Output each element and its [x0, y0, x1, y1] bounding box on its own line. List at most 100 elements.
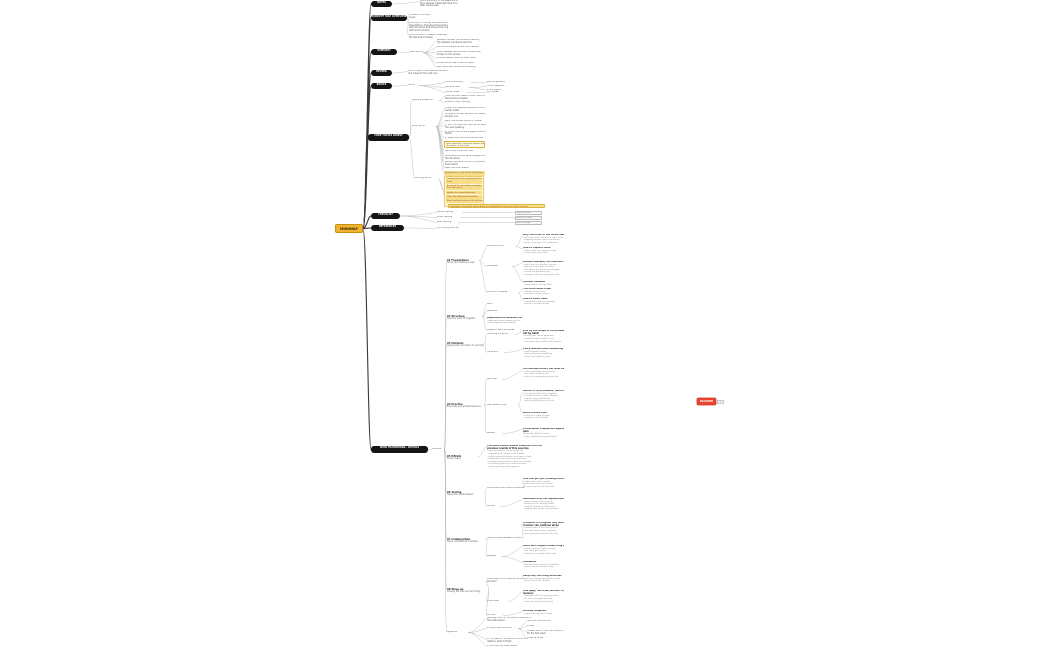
root-topic[interactable]: MINDMAP [335, 224, 363, 233]
sub-topic[interactable]: Relations [487, 310, 510, 313]
sub-topic[interactable]: Yellow blocks need a second pass [437, 62, 479, 65]
highlight-row[interactable]: Confirm the final wording with the team [446, 178, 482, 184]
sub-topic[interactable]: Collaboration, only the handoff rules for… [527, 630, 564, 635]
sub-topic[interactable]: 2. Check the numbers against source table… [445, 131, 486, 136]
sub-topic[interactable]: A. Quick-start shortlist [487, 627, 518, 630]
sub-topic[interactable]: Review [487, 432, 502, 435]
sub-topic[interactable]: Diagram, see the canvas [487, 329, 515, 332]
sub-topic[interactable]: Warm-up [487, 378, 502, 381]
main-branch-topic[interactable]: BASICS [371, 83, 392, 89]
main-branch-topic[interactable]: MAIN FRAMEWORK - DETAILS [371, 446, 428, 453]
sub-topic[interactable]: Parts [487, 303, 498, 306]
sub-topic[interactable]: After reading [437, 221, 458, 224]
label-line: - polishing details before the shape is … [487, 455, 532, 458]
sub-topic[interactable]: see the glossary [487, 81, 513, 84]
sub-topic[interactable]: Context of the topic scope [409, 14, 439, 19]
sub-topic[interactable]: Colored labels mark the open items [437, 57, 479, 60]
sub-topic[interactable]: Quick summary of the page and scope ofth… [420, 0, 458, 8]
sub-topic[interactable]: Definitions first [487, 245, 516, 248]
sub-topic[interactable]: in the legend [487, 89, 513, 92]
tag-note[interactable]: scan the titles [515, 211, 542, 215]
main-branch-topic[interactable]: REVIEW [371, 70, 392, 76]
sub-topic[interactable]: Reviews [487, 555, 502, 558]
sub-topic[interactable]: Sections one and two [527, 620, 559, 623]
main-branch-topic[interactable]: CORE TOPICS DIGEST [368, 134, 409, 141]
sub-topic[interactable]: Definitions repeat across the chapters [437, 46, 479, 49]
highlight-row[interactable]: Move resolved notes to the archive [446, 199, 483, 203]
main-branch-topic[interactable]: NOTES [371, 1, 392, 7]
tag-note[interactable]: mark the items [515, 216, 542, 220]
sub-topic[interactable]: Review the basic terms before reading the… [437, 39, 482, 44]
sub-topic[interactable]: What stays in the map and what is archive… [487, 578, 524, 583]
highlight-row[interactable]: Re-check the two failing examples from la… [446, 184, 482, 191]
sub-topic[interactable]: Common mistakes [487, 291, 518, 294]
sub-topic[interactable]: Examples [487, 265, 512, 268]
sub-topic[interactable]: Pending items [415, 177, 438, 180]
tag-note[interactable]: write a recap [515, 221, 542, 225]
section-topic[interactable]: 01 Foundations Terms and starting scope [447, 259, 479, 265]
sub-topic[interactable]: Short recap of the previous iteration and… [408, 70, 450, 75]
sub-topic[interactable]: 1. Sort the items by importance before th… [445, 124, 486, 129]
sub-topic[interactable]: by chapter [487, 91, 511, 94]
highlight-row[interactable]: Update the shared glossary [446, 191, 482, 195]
sub-topic[interactable]: Remaining items move to the yellow block … [445, 161, 486, 166]
sub-topic[interactable]: Collect the repeated patterns from the ea… [445, 107, 486, 112]
sub-topic[interactable]: Keep the order stable [445, 167, 483, 170]
sub-topic[interactable]: Links between sections are marked with ar… [437, 51, 482, 56]
section-topic[interactable]: 04 Practice Exercises and worked sessions [447, 403, 484, 409]
sub-topic[interactable]: Summary of the key definitions and assump… [409, 22, 448, 33]
sub-topic[interactable]: Pitfalls [527, 625, 542, 628]
sub-topic[interactable]: Compare the two variants and keep the sim… [445, 113, 486, 118]
sub-topic[interactable]: Reading order for the whole collection o… [487, 617, 536, 622]
sub-topic[interactable]: Red topics are blocked and waiting [437, 66, 479, 69]
sub-topic[interactable]: Scripts [487, 505, 500, 508]
sub-topic[interactable]: Mark the unclear parts for review [445, 120, 485, 123]
section-topic[interactable]: 06 Tooling Setup and small helpers [447, 491, 484, 497]
section-topic[interactable]: 07 Collaboration Roles, handoffs and revi… [447, 538, 486, 544]
main-branch-topic[interactable]: SUMMARY [371, 49, 397, 55]
sub-topic[interactable]: Secondary notes can wait [445, 150, 485, 153]
sub-topic[interactable]: on all diagrams [487, 85, 515, 88]
sub-topic[interactable]: Main points [410, 51, 423, 54]
sub-topic[interactable]: Appendix [447, 631, 468, 634]
sub-topic[interactable]: Duplicated entries were merged into the l… [445, 155, 486, 160]
sub-topic[interactable]: Sections [432, 448, 444, 451]
highlight-panel[interactable]: Confirm the final wording with the team Re… [444, 176, 484, 207]
highlight-note[interactable]: Highlighted: verify before publishing [444, 171, 485, 176]
sub-topic[interactable]: Main session plan [487, 404, 518, 407]
sub-topic[interactable]: Working list [412, 125, 436, 128]
floating-topic[interactable]: BLOCKED [697, 398, 716, 405]
collapsed-count-badge[interactable]: 2 [717, 399, 724, 404]
sub-topic[interactable]: Symbols used [445, 86, 469, 89]
sub-topic[interactable]: B. Full pass for the second month of the… [487, 638, 528, 643]
sub-topic[interactable]: Before reading [437, 211, 462, 214]
highlight-row[interactable]: Close the duplicated branches [446, 195, 482, 199]
sub-topic[interactable]: 3. Keep only the confirmed entries [445, 137, 485, 140]
main-branch-topic[interactable]: CONCEPT MAP OVERVIEW [371, 15, 407, 21]
sub-topic[interactable]: Choosing a method [487, 333, 515, 336]
section-topic[interactable]: 08 Wrap-up Closing the loop and archiving [447, 588, 488, 594]
sub-topic[interactable]: Core vocabulary [445, 81, 471, 84]
sub-topic[interactable]: Trade-offs [487, 351, 504, 354]
sub-topic[interactable]: Terms [408, 84, 419, 87]
sub-topic[interactable]: Source notes [445, 91, 467, 94]
section-topic[interactable]: 05 Pitfalls Known traps [447, 455, 478, 461]
sub-topic[interactable]: Final recap [487, 600, 508, 603]
highlight-banner[interactable]: Reminder: the whole yellow block is sche… [448, 204, 545, 208]
highlight-note[interactable]: Open question, needs an answer from the o… [444, 141, 485, 149]
sub-topic[interactable]: Wrap-up recap [527, 637, 549, 640]
sub-topic[interactable]: While reading [437, 216, 460, 219]
sub-topic[interactable]: Opening questions [412, 99, 439, 102]
sub-topic[interactable]: C. Archive only when asked [487, 645, 519, 648]
sub-topic[interactable]: Handoff rules between the two roles [487, 537, 522, 540]
section-topic[interactable]: 02 Structure How the parts fit together [447, 315, 482, 321]
main-branch-topic[interactable]: CHECKLIST [371, 213, 400, 219]
sub-topic[interactable]: Archive [487, 614, 503, 617]
main-branch-topic[interactable]: REFERENCES [371, 225, 404, 231]
sub-topic[interactable]: Minimal set that covers the whole flow [487, 487, 524, 490]
sub-topic[interactable]: Extra pointers to deeper materials, seet… [409, 34, 447, 39]
sub-topic[interactable]: Where to start reading [445, 101, 483, 104]
sub-topic[interactable]: (1) Primary sources [437, 227, 465, 230]
sub-topic[interactable]: How the main ideas connect back to the pr… [445, 95, 486, 100]
section-topic[interactable]: 03 Methods Approaches and when to use the… [447, 342, 484, 348]
